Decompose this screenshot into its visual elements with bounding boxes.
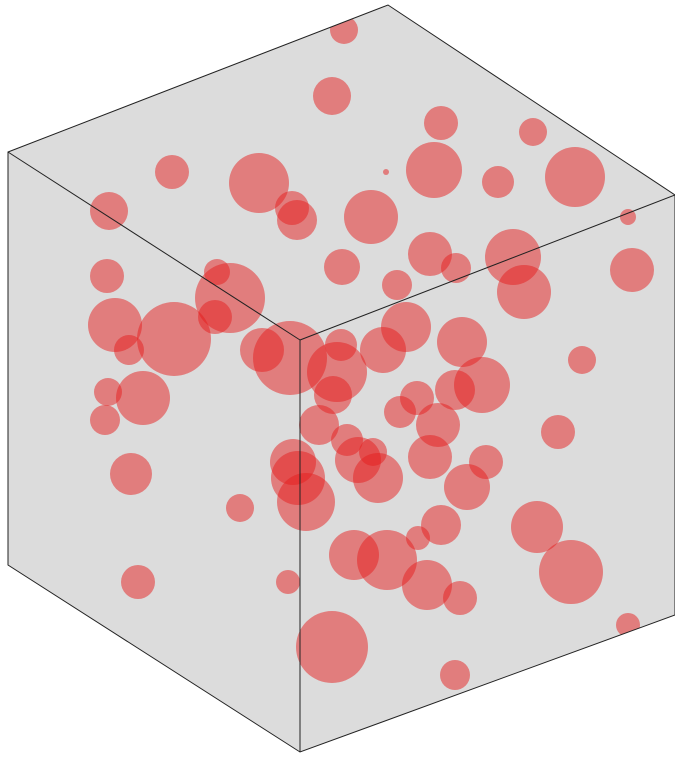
sphere — [435, 370, 475, 410]
sphere — [443, 581, 477, 615]
sphere — [344, 190, 398, 244]
sphere — [568, 346, 596, 374]
sphere — [383, 169, 389, 175]
cube-edges — [7, 4, 675, 753]
sphere — [226, 494, 254, 522]
sphere — [539, 540, 603, 604]
sphere — [424, 106, 458, 140]
sphere — [313, 77, 351, 115]
sphere — [444, 464, 490, 510]
sphere — [406, 142, 462, 198]
sphere — [620, 209, 636, 225]
sphere — [324, 249, 360, 285]
sphere — [440, 660, 470, 690]
sphere — [90, 405, 120, 435]
sphere — [277, 200, 317, 240]
spheres — [88, 16, 654, 690]
sphere — [610, 248, 654, 292]
sphere — [357, 530, 417, 590]
sphere — [155, 155, 189, 189]
sphere — [353, 453, 403, 503]
sphere — [541, 415, 575, 449]
sphere — [437, 317, 487, 367]
sphere — [299, 405, 339, 445]
sphere — [497, 265, 551, 319]
sphere — [296, 611, 368, 683]
sphere — [229, 153, 289, 213]
sphere — [121, 565, 155, 599]
sphere — [90, 259, 124, 293]
sphere — [421, 505, 461, 545]
sphere — [137, 302, 211, 376]
sphere — [276, 570, 300, 594]
sphere — [94, 378, 122, 406]
sphere — [511, 501, 563, 553]
sphere — [116, 371, 170, 425]
sphere — [402, 560, 452, 610]
sphere — [110, 453, 152, 495]
sphere — [408, 435, 452, 479]
sphere — [384, 396, 416, 428]
sphere — [314, 376, 352, 414]
sphere — [114, 335, 144, 365]
sphere — [441, 253, 471, 283]
sphere — [277, 473, 335, 531]
sphere — [382, 270, 412, 300]
sphere — [545, 147, 605, 207]
sphere — [360, 327, 406, 373]
sphere — [330, 16, 358, 44]
sphere — [482, 166, 514, 198]
sphere — [616, 613, 640, 637]
sphere — [408, 232, 452, 276]
sphere — [90, 192, 128, 230]
sphere — [519, 118, 547, 146]
